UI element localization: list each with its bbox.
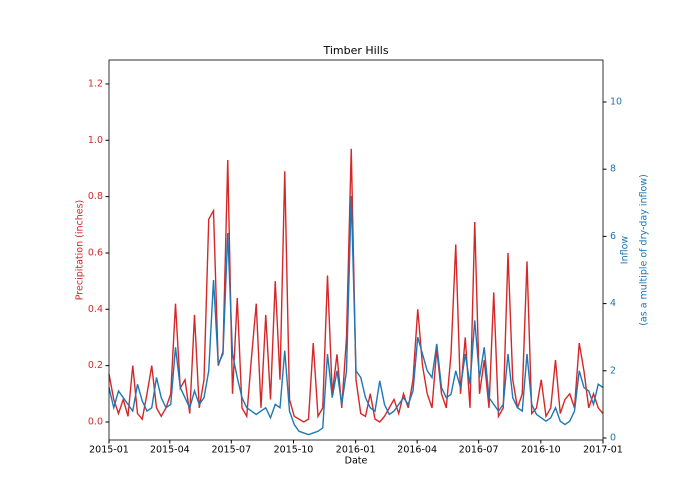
x-tick-label: 2015-04 [150, 445, 190, 456]
y2-axis-label: (as a multiple of dry-day inflow) [639, 174, 650, 326]
x-tick-label: 2015-07 [211, 445, 251, 456]
x-axis-label: Date [345, 456, 368, 467]
chart-title: Timber Hills [322, 44, 388, 57]
y-tick-label: 0.8 [88, 191, 103, 202]
x-tick-label: 2016-10 [521, 445, 561, 456]
y2-tick-label: 2 [610, 365, 616, 376]
x-tick-label: 2015-10 [274, 445, 314, 456]
y2-tick-label: 0 [610, 432, 616, 443]
y-tick-label: 0.6 [88, 247, 103, 258]
y2-tick-label: 6 [610, 231, 616, 242]
x-tick-label: 2016-07 [459, 445, 499, 456]
y-tick-label: 1.2 [88, 78, 103, 89]
y-tick-label: 0.2 [88, 360, 103, 371]
y-tick-label: 1.0 [88, 135, 103, 146]
series-line [108, 196, 604, 436]
x-tick-label: 2016-04 [397, 445, 437, 456]
x-tick-label: 2015-01 [89, 445, 129, 456]
plot-frame [108, 59, 604, 441]
y-axis-label: Precipitation (inches) [75, 200, 86, 301]
y2-tick-label: 4 [610, 298, 616, 309]
y-tick-label: 0.0 [88, 416, 103, 427]
y2-axis-label: Inflow [620, 236, 631, 265]
y2-tick-label: 10 [610, 96, 622, 107]
series-line [108, 148, 604, 423]
y2-tick-label: 8 [610, 164, 616, 175]
y-tick-label: 0.4 [88, 304, 103, 315]
x-tick-label: 2017-01 [583, 445, 623, 456]
x-tick-label: 2016-01 [336, 445, 376, 456]
